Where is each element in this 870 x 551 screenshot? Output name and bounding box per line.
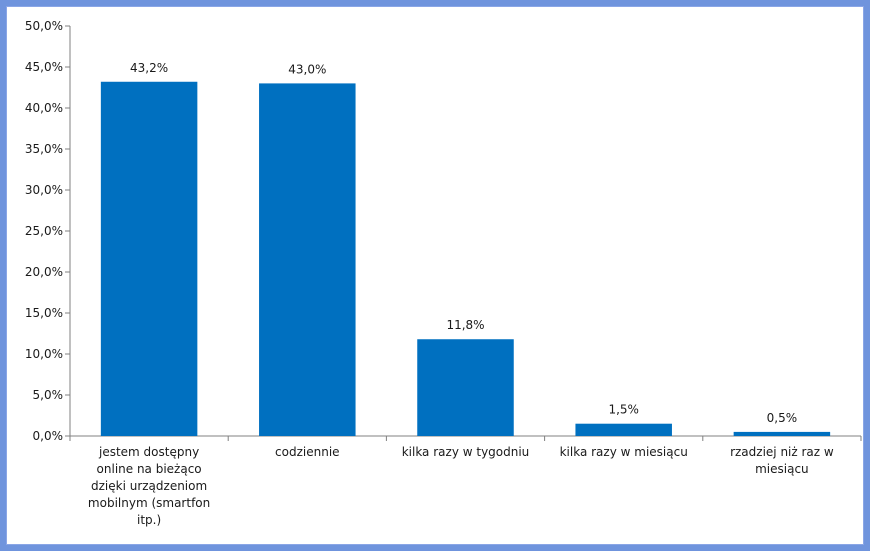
y-tick-label: 0,0% <box>33 429 64 443</box>
y-tick-label: 20,0% <box>25 265 63 279</box>
y-tick-label: 50,0% <box>25 19 63 33</box>
category-label: online na bieżąco <box>97 462 202 476</box>
category-label: jestem dostępny <box>98 445 199 459</box>
category-label: codziennie <box>275 445 340 459</box>
y-tick-label: 35,0% <box>25 142 63 156</box>
chart-frame: 0,0% 5,0% 10,0% 15,0% 20,0% 25,0% 30,0% 35,0% 40… <box>6 6 864 545</box>
y-tick-label: 5,0% <box>33 388 64 402</box>
category-label: mobilnym (smartfon <box>88 496 210 510</box>
category-label: kilka razy w miesiącu <box>560 445 688 459</box>
data-label: 1,5% <box>608 403 639 417</box>
y-tick-label: 40,0% <box>25 101 63 115</box>
bar-chart: 0,0% 5,0% 10,0% 15,0% 20,0% 25,0% 30,0% 35,0% 40… <box>25 19 862 527</box>
bar <box>733 431 831 436</box>
data-label: 0,5% <box>767 411 798 425</box>
y-tick-label: 15,0% <box>25 306 63 320</box>
data-label: 11,8% <box>446 318 484 332</box>
bar <box>259 83 356 437</box>
bar <box>575 423 672 436</box>
data-label: 43,0% <box>288 62 326 76</box>
bar <box>100 81 198 436</box>
y-tick-label: 45,0% <box>25 60 63 74</box>
y-tick-label: 30,0% <box>25 183 63 197</box>
data-label: 43,2% <box>130 61 168 75</box>
category-label: dzięki urządzeniom <box>91 479 207 493</box>
category-label: rzadziej niż raz w <box>730 445 834 459</box>
y-tick-label: 10,0% <box>25 347 63 361</box>
category-label: miesiącu <box>755 462 809 476</box>
category-label: kilka razy w tygodniu <box>402 445 530 459</box>
bar <box>417 339 514 436</box>
y-tick-label: 25,0% <box>25 224 63 238</box>
category-label: itp.) <box>137 513 161 527</box>
